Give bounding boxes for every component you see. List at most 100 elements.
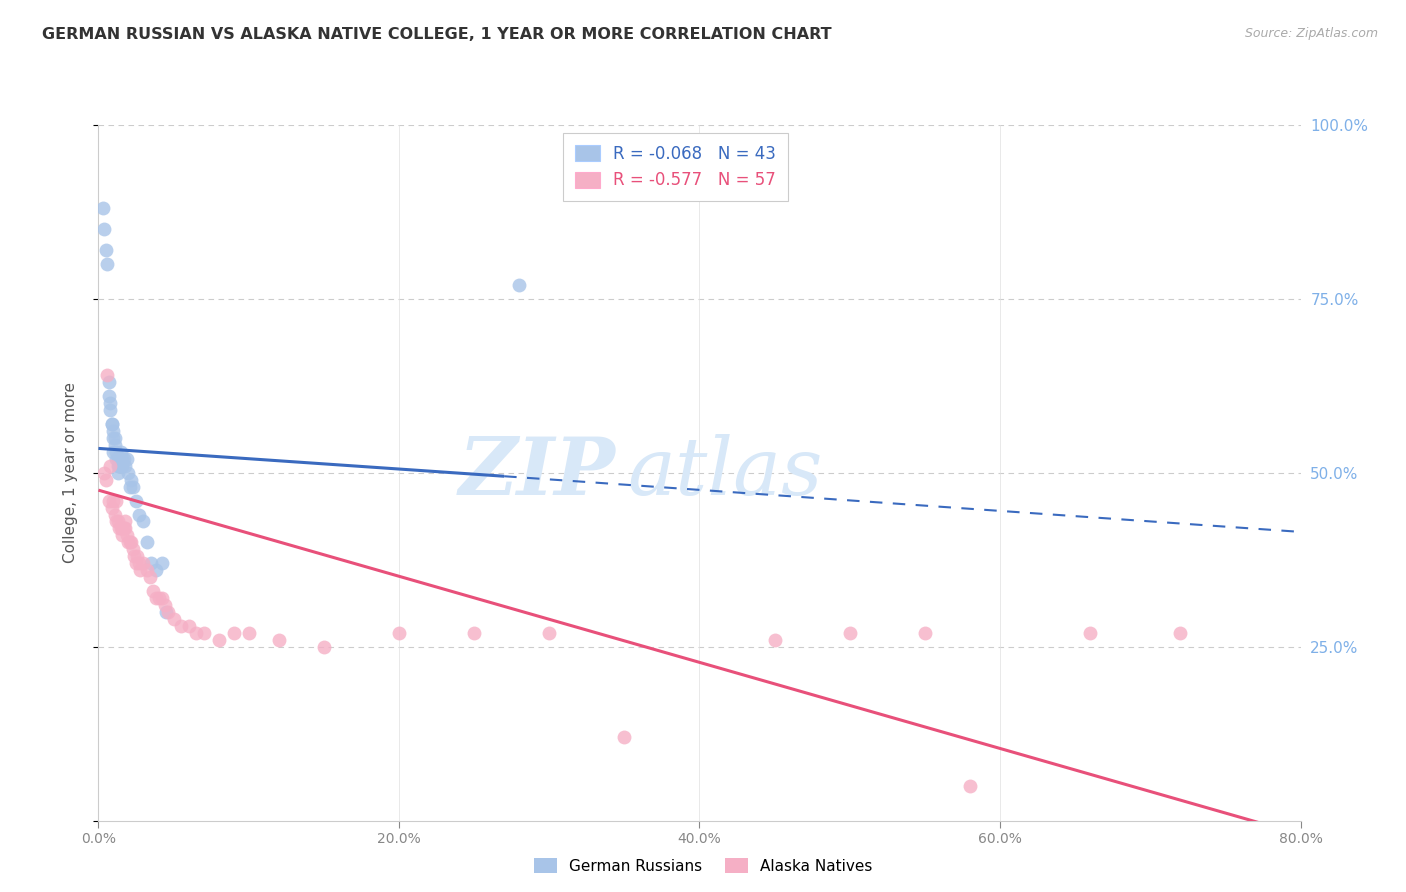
Point	[613, 730, 636, 744]
Point	[135, 563, 157, 577]
Point	[91, 202, 114, 216]
Legend: German Russians, Alaska Natives: German Russians, Alaska Natives	[527, 852, 879, 880]
Point	[97, 493, 120, 508]
Point	[103, 424, 125, 438]
Point	[110, 451, 132, 466]
Point	[153, 598, 176, 612]
Point	[124, 549, 146, 564]
Point	[115, 528, 138, 542]
Point	[107, 451, 129, 466]
Point	[148, 591, 170, 605]
Point	[763, 632, 786, 647]
Point	[108, 458, 131, 473]
Point	[222, 625, 245, 640]
Point	[121, 473, 143, 487]
Point	[155, 605, 177, 619]
Point	[118, 535, 141, 549]
Point	[312, 640, 335, 654]
Point	[100, 403, 122, 417]
Point	[103, 445, 125, 459]
Point	[107, 466, 129, 480]
Point	[1170, 625, 1192, 640]
Point	[103, 431, 125, 445]
Point	[118, 480, 141, 494]
Point	[150, 556, 173, 570]
Point	[177, 619, 200, 633]
Point	[121, 535, 143, 549]
Point	[145, 563, 167, 577]
Point	[105, 493, 128, 508]
Point	[111, 528, 134, 542]
Point	[838, 625, 860, 640]
Point	[108, 451, 131, 466]
Point	[104, 431, 127, 445]
Point	[114, 458, 136, 473]
Point	[138, 570, 160, 584]
Point	[97, 376, 120, 390]
Point	[129, 563, 152, 577]
Point	[100, 396, 122, 410]
Legend: R = -0.068   N = 43, R = -0.577   N = 57: R = -0.068 N = 43, R = -0.577 N = 57	[564, 133, 787, 201]
Point	[107, 515, 129, 529]
Point	[132, 556, 155, 570]
Point	[162, 612, 184, 626]
Point	[127, 549, 149, 564]
Point	[388, 625, 411, 640]
Point	[125, 493, 148, 508]
Point	[108, 521, 131, 535]
Point	[145, 591, 167, 605]
Point	[110, 445, 132, 459]
Point	[141, 584, 163, 599]
Point	[101, 417, 124, 431]
Point	[101, 500, 124, 515]
Point	[914, 625, 936, 640]
Point	[150, 591, 173, 605]
Point	[94, 243, 117, 257]
Point	[508, 277, 530, 292]
Point	[93, 222, 115, 236]
Point	[117, 466, 139, 480]
Point	[463, 625, 485, 640]
Point	[105, 445, 128, 459]
Point	[94, 473, 117, 487]
Point	[112, 521, 135, 535]
Point	[184, 625, 207, 640]
Point	[104, 508, 127, 522]
Point	[115, 451, 138, 466]
Point	[125, 556, 148, 570]
Point	[193, 625, 215, 640]
Text: GERMAN RUSSIAN VS ALASKA NATIVE COLLEGE, 1 YEAR OR MORE CORRELATION CHART: GERMAN RUSSIAN VS ALASKA NATIVE COLLEGE,…	[42, 27, 832, 42]
Point	[132, 515, 155, 529]
Point	[128, 508, 150, 522]
Point	[117, 535, 139, 549]
Point	[959, 779, 981, 793]
Point	[156, 605, 179, 619]
Point	[105, 515, 128, 529]
Point	[128, 556, 150, 570]
Point	[96, 257, 118, 271]
Point	[97, 389, 120, 403]
Point	[114, 515, 136, 529]
Point	[170, 619, 193, 633]
Point	[114, 521, 136, 535]
Point	[96, 368, 118, 383]
Point	[238, 625, 260, 640]
Point	[112, 451, 135, 466]
Point	[111, 451, 134, 466]
Point	[104, 438, 127, 452]
Point	[111, 458, 134, 473]
Point	[111, 521, 134, 535]
Point	[135, 535, 157, 549]
Point	[107, 458, 129, 473]
Point	[139, 556, 162, 570]
Point	[101, 417, 124, 431]
Point	[122, 480, 145, 494]
Point	[1078, 625, 1101, 640]
Text: Source: ZipAtlas.com: Source: ZipAtlas.com	[1244, 27, 1378, 40]
Point	[267, 632, 290, 647]
Text: ZIP: ZIP	[458, 434, 616, 511]
Text: atlas: atlas	[627, 434, 823, 511]
Point	[100, 458, 122, 473]
Point	[208, 632, 231, 647]
Point	[538, 625, 561, 640]
